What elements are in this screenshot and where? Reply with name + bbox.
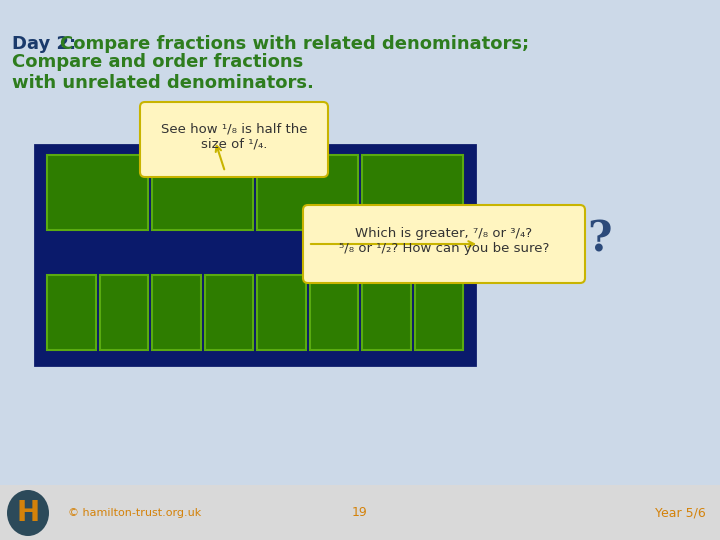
- FancyBboxPatch shape: [99, 275, 148, 350]
- FancyBboxPatch shape: [415, 275, 463, 350]
- Text: Compare and order fractions
with unrelated denominators.: Compare and order fractions with unrelat…: [12, 53, 314, 92]
- Text: Compare fractions with related denominators;: Compare fractions with related denominat…: [60, 35, 536, 53]
- FancyBboxPatch shape: [303, 205, 585, 283]
- Text: 19: 19: [352, 507, 368, 519]
- Text: Day 2:: Day 2:: [12, 35, 82, 53]
- FancyBboxPatch shape: [204, 275, 253, 350]
- Text: See how ¹/₈ is half the
size of ¹/₄.: See how ¹/₈ is half the size of ¹/₄.: [161, 123, 307, 151]
- Text: ?: ?: [588, 219, 612, 261]
- FancyBboxPatch shape: [310, 275, 358, 350]
- FancyBboxPatch shape: [35, 145, 475, 365]
- FancyBboxPatch shape: [0, 485, 720, 540]
- FancyBboxPatch shape: [257, 155, 358, 230]
- Text: © hamilton-trust.org.uk: © hamilton-trust.org.uk: [68, 508, 202, 518]
- FancyBboxPatch shape: [362, 275, 410, 350]
- FancyBboxPatch shape: [140, 102, 328, 177]
- FancyBboxPatch shape: [152, 275, 200, 350]
- FancyBboxPatch shape: [362, 155, 463, 230]
- FancyBboxPatch shape: [47, 275, 96, 350]
- Text: H: H: [17, 499, 40, 527]
- FancyBboxPatch shape: [257, 275, 305, 350]
- Text: Which is greater, ⁷/₈ or ³/₄?
⁵/₈ or ¹/₂? How can you be sure?: Which is greater, ⁷/₈ or ³/₄? ⁵/₈ or ¹/₂…: [339, 227, 549, 255]
- FancyBboxPatch shape: [47, 155, 148, 230]
- Ellipse shape: [7, 490, 49, 536]
- FancyBboxPatch shape: [152, 155, 253, 230]
- Text: Year 5/6: Year 5/6: [654, 507, 706, 519]
